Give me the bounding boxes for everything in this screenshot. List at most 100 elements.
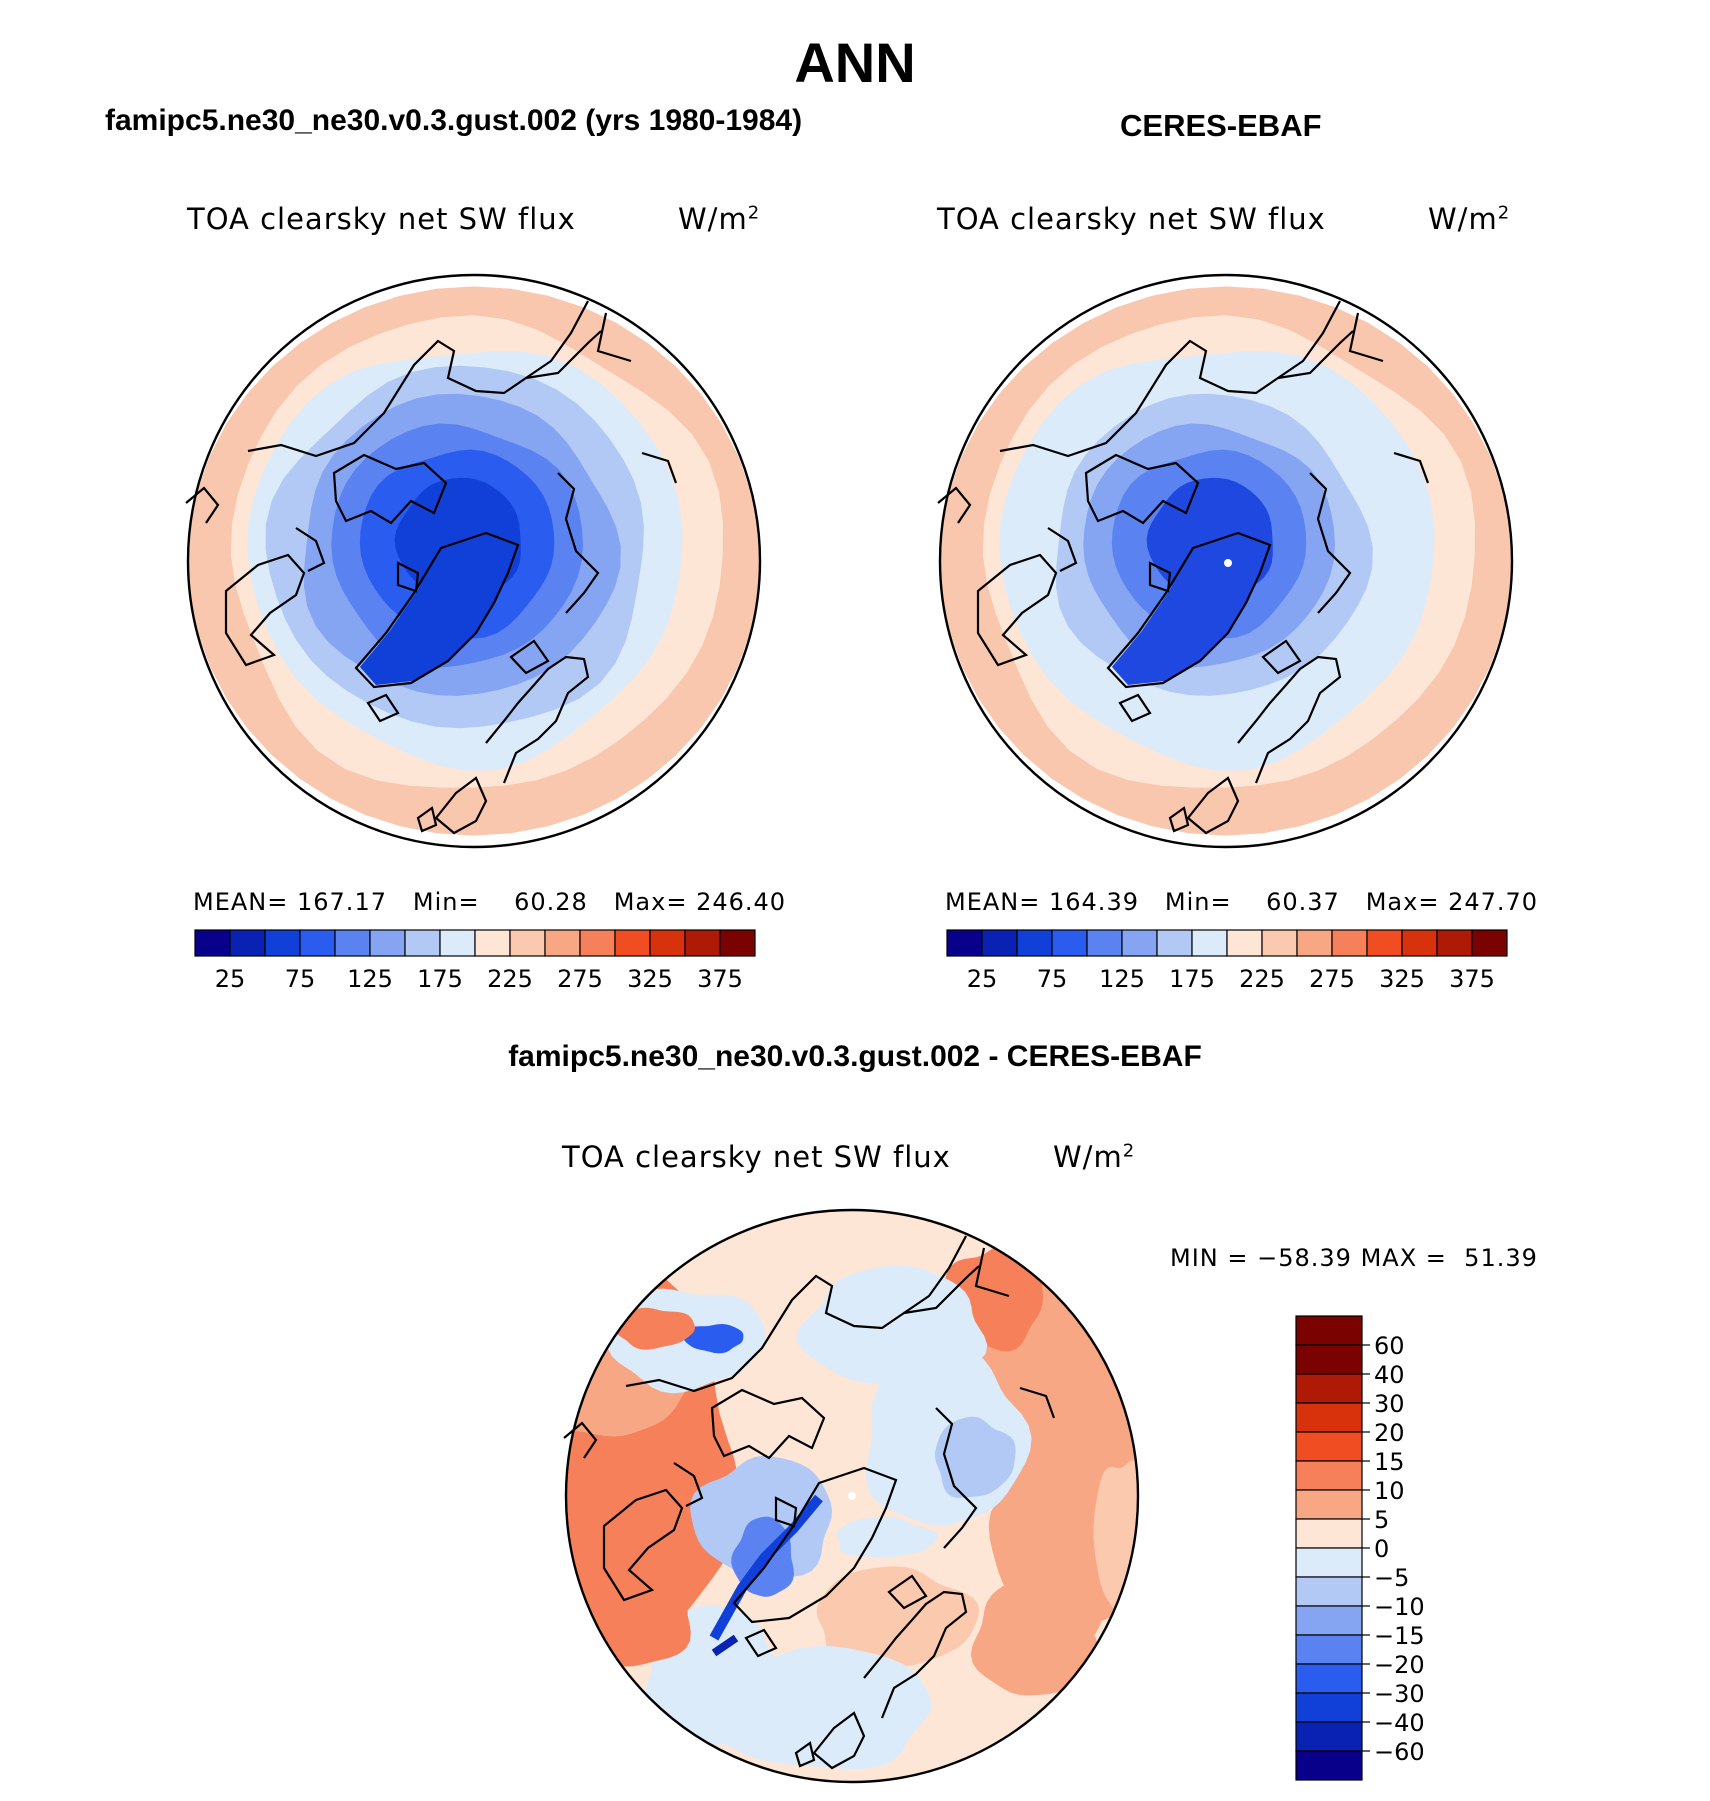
diff-contour-band <box>566 1546 691 1667</box>
diff-max-label: MAX = <box>1360 1244 1447 1272</box>
model-colorbar-tick-label: 275 <box>557 965 603 993</box>
obs-min-label: Min= <box>1164 888 1232 916</box>
diff-contour-band <box>615 1307 695 1350</box>
model-coastline <box>434 776 488 835</box>
diff-coastline <box>673 1462 704 1507</box>
model-colorbar-box <box>474 929 511 957</box>
obs-colorbar-tick-label: 325 <box>1379 965 1425 993</box>
model-min-value: 60.28 <box>514 888 588 916</box>
model-coastline <box>332 453 448 525</box>
model-colorbar-tick-label: 325 <box>627 965 673 993</box>
obs-colorbar: 25 75 125 175 225 275 325 375 <box>946 929 1508 993</box>
diff-colorbar-tick-label: 0 <box>1374 1535 1389 1563</box>
obs-variable-label: TOA clearsky net SW flux <box>937 202 1326 236</box>
diff-colorbar-box <box>1295 1315 1363 1346</box>
obs-colorbar-tick-label: 125 <box>1099 965 1145 993</box>
obs-colorbar-box <box>1051 929 1088 957</box>
diff-contour-band <box>690 1646 932 1769</box>
diff-coastline <box>774 1496 798 1528</box>
model-colorbar-box <box>404 929 441 957</box>
obs-coastlines <box>937 300 1430 835</box>
model-field <box>188 286 760 836</box>
diff-coastline <box>732 1466 898 1624</box>
model-map-border <box>186 273 762 849</box>
diff-colorbar-tick-label: −20 <box>1374 1651 1425 1679</box>
obs-coastline <box>1106 531 1272 689</box>
obs-colorbar-box <box>1226 929 1263 957</box>
diff-map-border <box>564 1208 1140 1784</box>
model-coastline <box>247 300 589 458</box>
model-colorbar-tick-label: 75 <box>285 965 316 993</box>
diff-coastline <box>1019 1386 1056 1419</box>
obs-colorbar-box <box>1121 929 1158 957</box>
diff-contour-band <box>816 1566 980 1667</box>
diff-coastal-bias-band <box>711 1634 739 1657</box>
model-colorbar-box <box>544 929 581 957</box>
model-colorbar-box <box>649 929 686 957</box>
diff-colorbar-tick-label: −5 <box>1374 1564 1409 1592</box>
diff-colorbar-box <box>1295 1489 1363 1520</box>
diff-coastline <box>812 1711 866 1770</box>
model-colorbar-box <box>369 929 406 957</box>
diff-colorbar-box <box>1295 1663 1363 1694</box>
model-colorbar-box <box>509 929 546 957</box>
diff-colorbar-box <box>1295 1344 1363 1375</box>
obs-max-label: Max= <box>1365 888 1440 916</box>
obs-field <box>940 286 1512 836</box>
model-max-value: 246.40 <box>696 888 787 916</box>
obs-colorbar-box <box>1296 929 1333 957</box>
diff-colorbar-box <box>1295 1402 1363 1433</box>
diff-contour-band <box>836 1517 939 1558</box>
obs-colorbar-tick-label: 75 <box>1037 965 1068 993</box>
obs-colorbar-box <box>1191 929 1228 957</box>
diff-coastal-bias-band <box>709 1494 823 1641</box>
diff-colorbar-tick-label: 15 <box>1374 1448 1405 1476</box>
diff-colorbar-tick-label: 5 <box>1374 1506 1389 1534</box>
model-colorbar-tick-label: 175 <box>417 965 463 993</box>
diff-coastline <box>863 1590 968 1719</box>
obs-colorbar-tick-label: 375 <box>1449 965 1495 993</box>
model-coastline <box>224 553 306 667</box>
model-min-label: Min= <box>412 888 480 916</box>
diff-colorbar-tick-label: 10 <box>1374 1477 1405 1505</box>
model-stats: MEAN= 167.17 Min= 60.28 Max= 246.40 <box>193 888 786 916</box>
obs-colorbar-box <box>1086 929 1123 957</box>
diff-coastline <box>887 1574 928 1610</box>
obs-coastline <box>1186 776 1240 835</box>
diff-contour-band <box>683 1324 744 1354</box>
diff-stats: MIN = −58.39 MAX = 51.39 <box>1170 1244 1538 1272</box>
diff-contour-band <box>970 1575 1099 1696</box>
model-coastline <box>354 531 520 689</box>
diff-polar-map <box>563 1208 1140 1784</box>
diff-colorbar-box <box>1295 1576 1363 1607</box>
model-colorbar-box <box>439 929 476 957</box>
model-colorbar-tick-label: 125 <box>347 965 393 993</box>
diff-coastline <box>794 1741 816 1768</box>
diff-coastlines <box>563 1235 1056 1770</box>
diff-colorbar-tick-label: −10 <box>1374 1593 1425 1621</box>
obs-max-value: 247.70 <box>1448 888 1539 916</box>
diff-coastline <box>710 1388 826 1460</box>
model-coastline <box>641 451 678 484</box>
obs-colorbar-box <box>981 929 1018 957</box>
obs-coastline <box>1393 451 1430 484</box>
model-colorbar-box <box>684 929 721 957</box>
model-mean-value: 167.17 <box>297 888 387 916</box>
diff-colorbar-box <box>1295 1431 1363 1462</box>
model-colorbar-box <box>614 929 651 957</box>
model-colorbar-box <box>719 929 756 957</box>
diff-max-value: 51.39 <box>1464 1244 1538 1272</box>
diff-colorbar-box <box>1295 1547 1363 1578</box>
obs-colorbar-box <box>1436 929 1473 957</box>
model-variable-label: TOA clearsky net SW flux <box>187 202 576 236</box>
obs-greenland-band <box>1112 535 1268 685</box>
model-colorbar-box <box>579 929 616 957</box>
diff-colorbar-box <box>1295 1518 1363 1549</box>
model-colorbar-box <box>334 929 371 957</box>
obs-coastline <box>1168 806 1190 833</box>
diff-coastline <box>903 1265 980 1315</box>
model-coastline <box>509 639 550 675</box>
model-colorbar-tick-label: 375 <box>697 965 743 993</box>
model-coastline <box>525 330 602 380</box>
model-mean-label: MEAN= <box>193 888 289 916</box>
